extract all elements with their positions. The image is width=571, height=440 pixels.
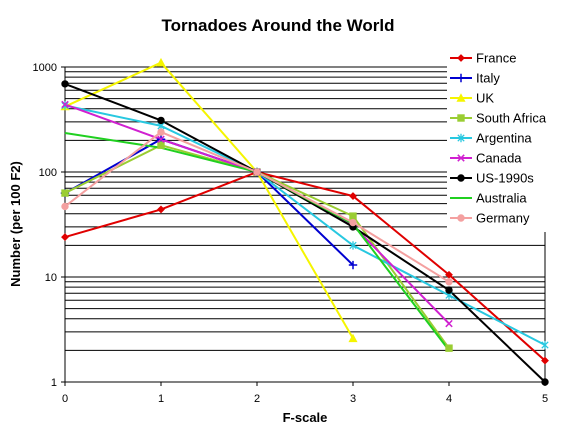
x-axis-label: F-scale: [283, 410, 328, 425]
data-point-south-africa: [61, 189, 69, 197]
legend-label-france: France: [476, 51, 516, 66]
legend-marker-us-1990s: [457, 174, 465, 182]
data-point-us-1990s: [157, 116, 165, 125]
legend-label-argentina: Argentina: [476, 131, 532, 146]
x-tick-label: 3: [350, 393, 356, 405]
legend-label-canada: Canada: [476, 151, 522, 166]
legend-marker-italy: [456, 73, 466, 83]
data-point-us-1990s: [541, 378, 549, 386]
data-point-us-1990s: [61, 80, 69, 88]
x-tick-label: 4: [446, 393, 452, 405]
series-line-germany: [64, 130, 450, 283]
data-point-germany: [253, 168, 261, 176]
data-point-canada: [157, 135, 165, 143]
data-point-south-africa: [349, 212, 357, 220]
x-tick-label: 2: [254, 393, 260, 405]
legend-label-south-africa: South Africa: [476, 111, 547, 126]
legend: France Italy UK South Africa Argentina Canada…: [447, 48, 558, 232]
x-tick-label: 0: [62, 393, 68, 405]
legend-marker-south-africa: [457, 114, 465, 122]
y-tick-label: 100: [39, 167, 57, 179]
x-tick-label: 5: [542, 393, 548, 405]
series-line-australia: [64, 132, 450, 351]
data-point-germany: [445, 278, 453, 286]
data-point-us-1990s: [445, 286, 453, 294]
data-point-france: [445, 270, 453, 279]
data-point-germany: [157, 128, 165, 136]
y-tick-label: 10: [45, 272, 57, 284]
y-axis-label: Number (per 100 F2): [8, 161, 23, 287]
y-tick-label: 1: [51, 377, 57, 389]
legend-marker-argentina: [457, 133, 465, 143]
legend-label-us-1990s: US-1990s: [476, 171, 534, 186]
data-point-canada: [445, 319, 453, 328]
data-point-france: [157, 205, 165, 214]
data-point-south-africa: [157, 141, 165, 149]
data-point-germany: [349, 218, 357, 227]
data-point-france: [349, 192, 357, 200]
data-point-france: [61, 233, 69, 241]
legend-marker-germany: [457, 214, 465, 222]
data-point-france: [541, 356, 549, 365]
y-tick-label: 1000: [33, 62, 57, 74]
data-point-germany: [61, 202, 69, 211]
legend-label-uk: UK: [476, 91, 494, 106]
data-point-argentina: [541, 340, 549, 350]
legend-marker-france: [457, 54, 465, 62]
series-line-uk: [64, 61, 354, 339]
data-point-italy: [348, 260, 358, 270]
chart-title: Tornadoes Around the World: [162, 16, 395, 35]
series-line-us-1990s: [64, 82, 546, 383]
legend-label-germany: Germany: [476, 211, 530, 226]
legend-marker-canada: [457, 154, 465, 162]
data-point-canada: [61, 100, 69, 109]
data-point-south-africa: [445, 344, 453, 352]
legend-label-australia: Australia: [476, 191, 527, 206]
data-point-argentina: [349, 241, 357, 250]
legend-marker-uk: [456, 93, 466, 102]
x-tick-label: 1: [158, 393, 164, 405]
data-point-uk: [348, 333, 358, 343]
data-point-uk: [156, 57, 166, 67]
series-line-france: [64, 170, 546, 362]
series-markers: [60, 57, 549, 386]
legend-label-italy: Italy: [476, 71, 500, 86]
series-line-argentina: [64, 104, 546, 346]
